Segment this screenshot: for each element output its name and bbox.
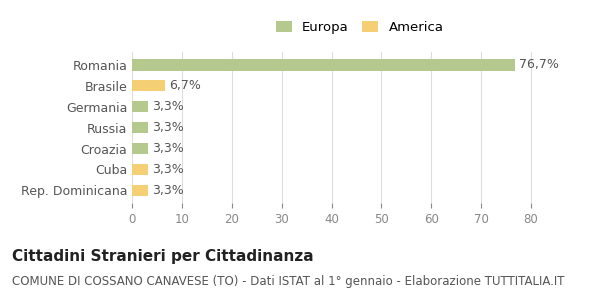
- Text: 76,7%: 76,7%: [518, 58, 559, 71]
- Legend: Europa, America: Europa, America: [272, 17, 448, 38]
- Bar: [132, 164, 148, 175]
- Text: COMUNE DI COSSANO CANAVESE (TO) - Dati ISTAT al 1° gennaio - Elaborazione TUTTIT: COMUNE DI COSSANO CANAVESE (TO) - Dati I…: [12, 276, 565, 289]
- Bar: [132, 143, 148, 154]
- Text: 6,7%: 6,7%: [169, 79, 201, 92]
- Bar: [132, 122, 148, 133]
- Bar: [132, 59, 515, 70]
- Text: 3,3%: 3,3%: [152, 163, 184, 176]
- Bar: [132, 101, 148, 113]
- Text: 3,3%: 3,3%: [152, 100, 184, 113]
- Bar: [132, 185, 148, 196]
- Text: 3,3%: 3,3%: [152, 121, 184, 134]
- Text: 3,3%: 3,3%: [152, 142, 184, 155]
- Text: Cittadini Stranieri per Cittadinanza: Cittadini Stranieri per Cittadinanza: [12, 249, 314, 264]
- Text: 3,3%: 3,3%: [152, 184, 184, 197]
- Bar: [132, 80, 166, 92]
